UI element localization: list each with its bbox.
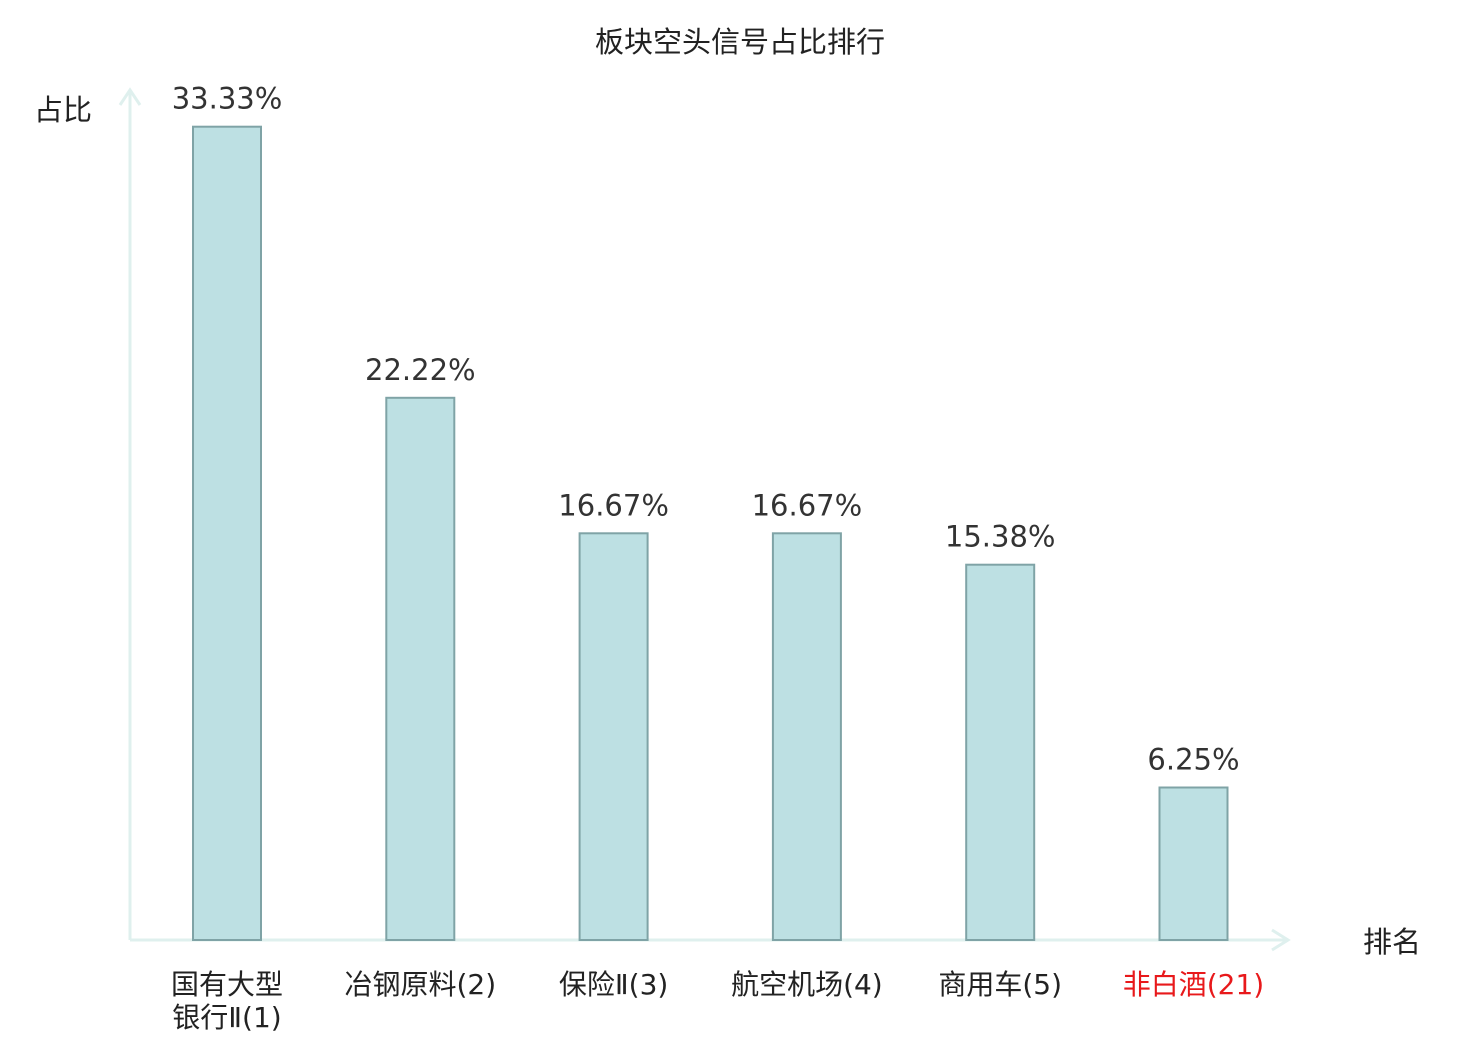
x-tick-label: 国有大型 <box>171 968 283 1001</box>
x-tick-label: 冶钢原料(2) <box>344 968 496 1001</box>
y-axis-label: 占比 <box>34 93 92 127</box>
x-tick-label: 保险Ⅱ(3) <box>559 968 668 1001</box>
bar-value-label: 16.67% <box>752 488 863 522</box>
x-tick-label: 商用车(5) <box>938 968 1062 1001</box>
bar <box>771 532 842 941</box>
bar <box>578 532 649 941</box>
x-tick-label: 航空机场(4) <box>731 968 883 1001</box>
bar-value-label: 22.22% <box>365 353 476 387</box>
bar-value-label: 16.67% <box>558 488 669 522</box>
x-axis-label: 排名 <box>1363 925 1421 959</box>
x-axis-arrow <box>1271 928 1291 952</box>
bar <box>192 125 262 941</box>
bar <box>965 563 1036 941</box>
y-axis-arrow <box>118 87 142 106</box>
x-tick-label: 银行Ⅱ(1) <box>172 1001 281 1034</box>
x-tick-label: 非白酒(21) <box>1123 968 1264 1001</box>
bar-value-label: 6.25% <box>1147 743 1239 777</box>
bar <box>385 396 456 941</box>
chart-title: 板块空头信号占比排行 <box>595 25 885 59</box>
bar <box>1158 786 1229 941</box>
bar-value-label: 15.38% <box>945 520 1056 554</box>
bar-value-label: 33.33% <box>172 82 283 116</box>
